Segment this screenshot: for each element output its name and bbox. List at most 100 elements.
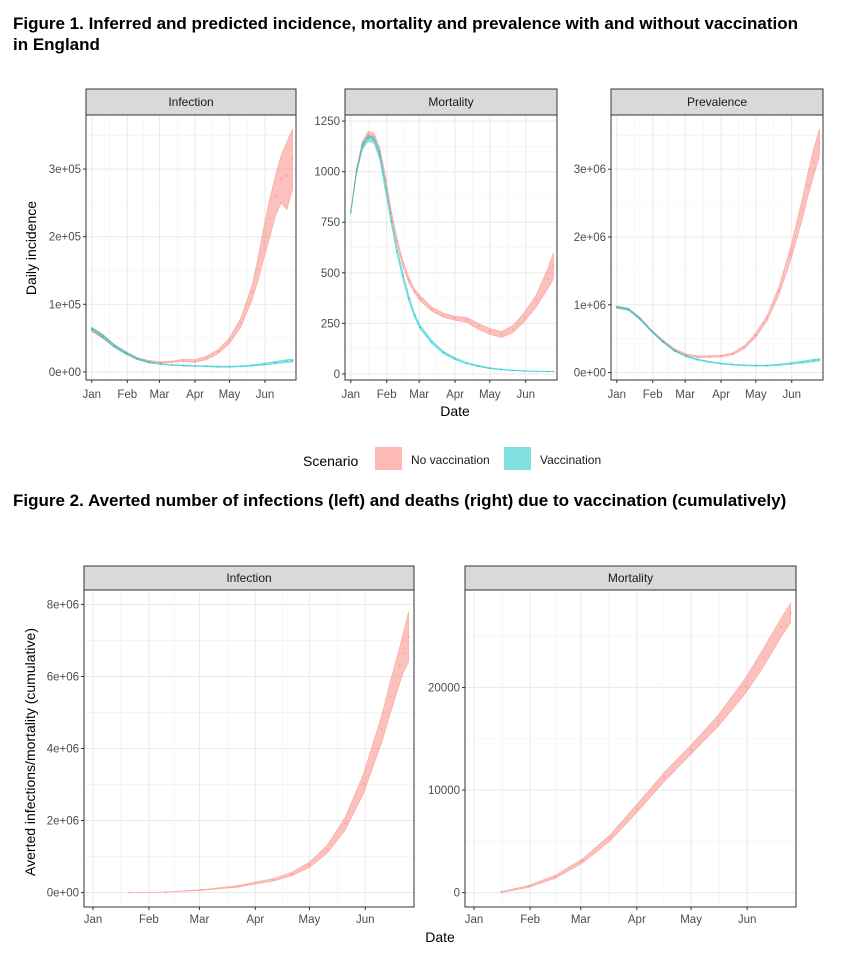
- data-point-no-vaccination: [272, 879, 275, 881]
- x-tick-label: May: [219, 389, 241, 401]
- data-point-no-vaccination: [182, 359, 185, 362]
- figure1-chart: Daily incidence Date Scenario No vaccina…: [23, 88, 824, 470]
- data-point-vaccination: [489, 367, 491, 369]
- y-tick-label: 2e+06: [47, 816, 79, 828]
- data-point-vaccination: [274, 361, 277, 364]
- fig1-xlabel: Date: [440, 403, 470, 419]
- y-tick-label: 0e+00: [47, 888, 79, 900]
- data-point-vaccination: [454, 357, 456, 360]
- data-point-no-vaccination: [290, 873, 293, 876]
- data-point-vaccination: [627, 308, 630, 310]
- x-tick-label: Feb: [117, 389, 137, 401]
- x-tick-label: Jun: [738, 914, 757, 926]
- x-tick-label: Feb: [643, 389, 663, 401]
- panel-border: [83, 589, 415, 908]
- y-tick-label: 8e+06: [47, 599, 79, 611]
- panel-strip: [85, 88, 297, 116]
- y-tick-label: 1250: [314, 116, 340, 128]
- data-point-vaccination: [125, 352, 127, 355]
- data-point-no-vaccination: [390, 212, 393, 214]
- x-tick-label: Apr: [186, 389, 204, 401]
- legend-key-vaccination: [504, 447, 531, 470]
- data-point-vaccination: [251, 364, 254, 367]
- x-tick-label: Mar: [150, 389, 170, 401]
- data-point-no-vaccination: [431, 308, 433, 310]
- y-tick-label: 0: [454, 888, 460, 900]
- x-tick-label: Jan: [342, 389, 361, 401]
- panel-border: [464, 589, 797, 908]
- data-point-vaccination: [442, 351, 445, 354]
- x-tick-label: Apr: [712, 389, 730, 401]
- data-point-no-vaccination: [257, 267, 259, 270]
- legend-label-vaccination: Vaccination: [540, 453, 601, 467]
- data-point-vaccination: [818, 359, 821, 361]
- y-tick-label: 0: [334, 369, 340, 381]
- data-point-vaccination: [217, 365, 219, 368]
- data-point-vaccination: [102, 335, 105, 338]
- data-point-no-vaccination: [766, 316, 769, 319]
- plot-background: [84, 590, 414, 907]
- y-tick-label: 0e+00: [574, 368, 606, 380]
- data-point-no-vaccination: [512, 328, 514, 330]
- panel-strip-label: Prevalence: [687, 95, 747, 109]
- data-point-no-vaccination: [801, 209, 803, 211]
- y-tick-label: 0e+00: [49, 367, 81, 379]
- x-tick-label: Jan: [84, 914, 103, 926]
- y-tick-label: 250: [321, 318, 340, 330]
- data-point-no-vaccination: [778, 289, 780, 292]
- y-tick-label: 20000: [428, 682, 460, 694]
- data-point-vaccination: [240, 365, 242, 368]
- data-point-no-vaccination: [205, 357, 208, 359]
- data-point-no-vaccination: [717, 720, 720, 722]
- x-tick-label: Feb: [139, 914, 159, 926]
- data-point-no-vaccination: [465, 319, 468, 321]
- ribbon-no-vaccination: [500, 602, 791, 893]
- data-point-no-vaccination: [523, 315, 526, 318]
- data-point-no-vaccination: [389, 695, 392, 698]
- panel-strip: [83, 565, 415, 591]
- panel-strip-label: Infection: [168, 95, 213, 109]
- data-point-no-vaccination: [280, 178, 282, 181]
- data-point-no-vaccination: [636, 807, 638, 810]
- data-point-vaccination: [639, 317, 641, 320]
- data-point-vaccination: [766, 364, 769, 367]
- data-point-vaccination: [512, 369, 514, 372]
- panel-strip-label: Mortality: [428, 95, 473, 109]
- legend-key-no-vaccination: [375, 447, 402, 470]
- x-tick-label: Mar: [675, 389, 695, 401]
- panel-strip-label: Infection: [226, 571, 271, 585]
- data-point-no-vaccination: [789, 612, 792, 614]
- y-tick-label: 3e+05: [49, 164, 81, 176]
- plot-background: [465, 590, 796, 907]
- data-point-no-vaccination: [442, 314, 445, 317]
- data-point-vaccination: [378, 154, 381, 157]
- data-point-no-vaccination: [164, 891, 166, 893]
- data-point-vaccination: [685, 355, 688, 358]
- data-point-no-vaccination: [454, 317, 456, 320]
- data-point-no-vaccination: [396, 240, 398, 243]
- ribbon-vaccination: [91, 326, 293, 368]
- data-point-no-vaccination: [194, 360, 196, 362]
- data-point-no-vaccination: [308, 864, 311, 866]
- data-point-no-vaccination: [419, 297, 422, 300]
- y-tick-label: 3e+06: [574, 164, 606, 176]
- data-point-vaccination: [431, 341, 433, 343]
- panel-mortality-fig2: Mortality Jan Feb Mar Apr May Jun 0 10000 20000: [428, 565, 797, 926]
- data-point-no-vaccination: [407, 279, 410, 281]
- data-point-no-vaccination: [546, 278, 549, 280]
- data-point-no-vaccination: [535, 300, 537, 302]
- figure1-title: Figure 1. Inferred and predicted inciden…: [13, 14, 798, 54]
- data-point-vaccination: [367, 137, 369, 140]
- x-tick-label: May: [680, 914, 702, 926]
- x-tick-label: Jan: [465, 914, 484, 926]
- data-point-no-vaccination: [708, 355, 711, 358]
- x-tick-label: May: [479, 389, 501, 401]
- data-point-no-vaccination: [362, 782, 365, 785]
- data-point-vaccination: [812, 359, 815, 362]
- data-point-no-vaccination: [697, 355, 699, 358]
- x-tick-label: Feb: [520, 914, 540, 926]
- legend-label-no-vaccination: No vaccination: [411, 453, 490, 467]
- fig2-xlabel: Date: [425, 929, 455, 945]
- data-point-no-vaccination: [407, 636, 410, 638]
- x-tick-label: Apr: [446, 389, 464, 401]
